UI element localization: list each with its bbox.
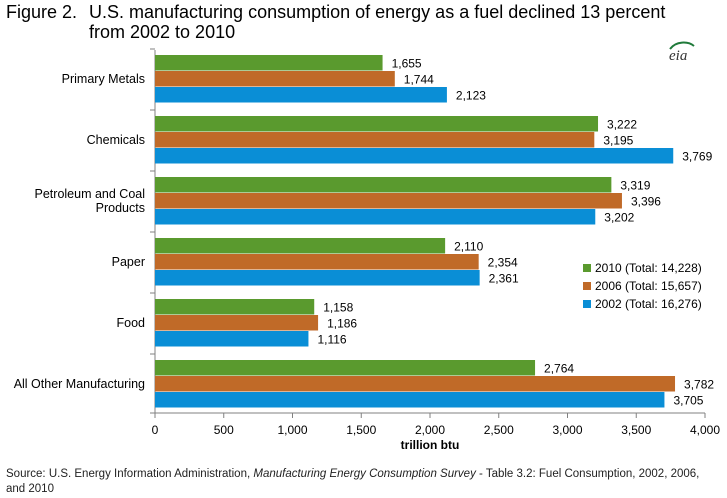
legend-swatch-2006 [583, 282, 591, 290]
eia-logo-text: eia [669, 48, 687, 64]
data-label-2010: 2,110 [454, 240, 483, 254]
data-label-2010: 3,319 [620, 179, 650, 193]
bar-2006 [155, 132, 595, 148]
legend-label-2002: 2002 (Total: 16,276) [595, 297, 702, 311]
bar-2002 [155, 331, 309, 347]
x-tick-label: 4,000 [690, 423, 720, 437]
legend-label-2010: 2010 (Total: 14,228) [595, 261, 702, 275]
bar-2002 [155, 148, 674, 164]
category-label: Paper [112, 255, 145, 269]
bar-2006 [155, 71, 395, 87]
data-label-2002: 3,769 [682, 150, 712, 164]
x-tick-label: 1,500 [346, 423, 376, 437]
bar-2010 [155, 238, 446, 254]
legend-swatch-2002 [583, 300, 591, 308]
figure-title: Figure 2. U.S. manufacturing consumption … [6, 2, 666, 42]
bar-2006 [155, 193, 622, 209]
title-line-1: U.S. manufacturing consumption of energy… [89, 2, 666, 22]
bar-2002 [155, 270, 480, 286]
data-label-2002: 3,202 [604, 211, 634, 225]
data-label-2006: 3,195 [603, 134, 633, 148]
source-suffix: - Table 3.2: Fuel Consumption, 2002, 200… [6, 468, 700, 495]
data-label-2002: 1,116 [317, 333, 346, 347]
bar-2006 [155, 315, 319, 331]
bar-2010 [155, 299, 315, 315]
chart: 0 500 1,000 1,500 2,000 2,500 3,000 3,500 4,000 t… [14, 48, 720, 452]
x-axis-label: trillion btu [401, 438, 460, 452]
source-prefix: Source: U.S. Energy Information Administ… [6, 468, 254, 480]
source-survey-name: Manufacturing Energy Consumption Survey [253, 468, 476, 480]
bar-2010 [155, 55, 383, 71]
data-label-2002: 2,123 [456, 89, 486, 103]
data-label-2010: 2,764 [544, 362, 574, 376]
source-note: Source: U.S. Energy Information Administ… [6, 467, 721, 497]
legend-label-2006: 2006 (Total: 15,657) [595, 279, 702, 293]
x-tick-label: 500 [214, 423, 234, 437]
bar-2002 [155, 392, 665, 408]
category-label: Food [117, 316, 146, 330]
legend-swatch-2010 [583, 264, 591, 272]
data-label-2006: 1,744 [404, 73, 434, 87]
category-label: Petroleum and Coal Products [35, 187, 145, 215]
bar-2002 [155, 87, 447, 103]
figure-label: Figure 2. [6, 2, 78, 22]
x-tick-label: 3,000 [552, 423, 582, 437]
x-tick-label: 3,500 [621, 423, 651, 437]
category-label: Chemicals [87, 133, 145, 147]
category-label: Primary Metals [62, 72, 145, 86]
data-label-2006: 3,396 [631, 195, 661, 209]
data-label-2006: 1,186 [327, 317, 357, 331]
bar-2002 [155, 209, 596, 225]
bar-2010 [155, 177, 612, 193]
bar-2010 [155, 116, 599, 132]
eia-logo-swoosh [669, 41, 695, 50]
data-label-2010: 3,222 [607, 118, 637, 132]
x-tick-label: 2,500 [484, 423, 514, 437]
bar-2006 [155, 254, 479, 270]
data-label-2002: 3,705 [673, 394, 703, 408]
eia-logo: eia [669, 41, 695, 64]
bar-2006 [155, 376, 676, 392]
category-label: All Other Manufacturing [14, 377, 145, 391]
data-label-2006: 2,354 [488, 256, 518, 270]
data-label-2006: 3,782 [684, 378, 714, 392]
title-line-2: from 2002 to 2010 [89, 22, 236, 42]
x-tick-label: 2,000 [415, 423, 445, 437]
x-tick-label: 1,000 [277, 423, 307, 437]
data-label-2010: 1,158 [323, 301, 353, 315]
bar-2010 [155, 360, 536, 376]
x-tick-label: 0 [152, 423, 159, 437]
data-label-2002: 2,361 [489, 272, 519, 286]
data-label-2010: 1,655 [392, 57, 422, 71]
